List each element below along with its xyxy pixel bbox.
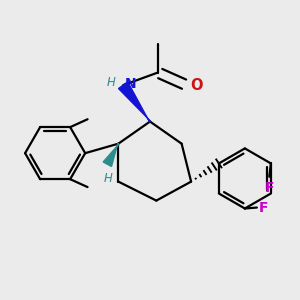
Text: H: H xyxy=(103,172,112,185)
Text: N: N xyxy=(125,76,136,91)
Text: F: F xyxy=(259,200,268,214)
Text: O: O xyxy=(190,78,203,93)
Text: H: H xyxy=(106,76,115,88)
Text: F: F xyxy=(265,181,274,194)
Polygon shape xyxy=(118,82,151,122)
Polygon shape xyxy=(103,143,119,167)
